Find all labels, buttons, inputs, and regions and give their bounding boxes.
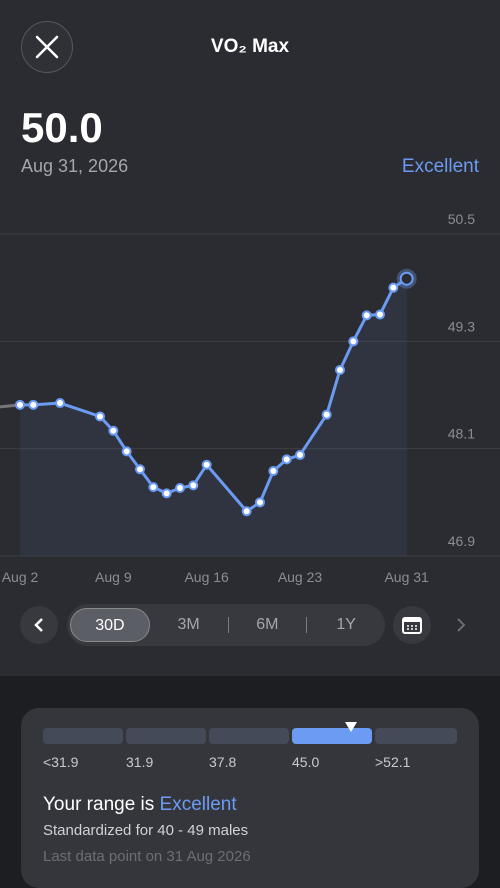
range-heading: Your range is Excellent [43, 794, 237, 816]
range-prefix: Your range is [43, 794, 155, 815]
point [281, 454, 292, 465]
x-tick-label: Aug 9 [95, 569, 132, 585]
range-segment [375, 728, 457, 744]
range-label: <31.9 [43, 754, 79, 770]
range-label: 45.0 [292, 754, 320, 770]
title: VO₂ Max [210, 36, 290, 57]
range-label: >52.1 [375, 754, 411, 770]
top-panel [0, 0, 500, 676]
x-tick-label: Aug 2 [2, 569, 39, 585]
x-tick-label: Aug 16 [184, 569, 229, 585]
last-data: Last data point on 31 Aug 2026 [43, 848, 251, 865]
point [241, 506, 252, 517]
tab-divider [227, 617, 229, 633]
range-tab[interactable]: 3M [177, 616, 200, 633]
calendar-icon [402, 617, 422, 634]
close-button[interactable] [21, 21, 73, 73]
point [28, 399, 39, 410]
range-segment [292, 728, 372, 744]
prev-button[interactable] [20, 606, 58, 644]
point [161, 488, 172, 499]
current-value: 50.0 [21, 104, 103, 151]
range-segment [43, 728, 123, 744]
chart: 50.5 49.3 48.1 46.9 Aug 2 Aug 9 Aug 16 Aug 23 Au… [0, 211, 500, 585]
current-point [399, 271, 414, 286]
point [108, 425, 119, 436]
point [15, 399, 25, 410]
point [375, 309, 385, 320]
point [361, 310, 372, 321]
point [188, 480, 199, 491]
point [95, 411, 105, 422]
point [121, 446, 132, 457]
y-tick-label: 48.1 [448, 426, 475, 442]
y-tick-label: 46.9 [448, 533, 475, 549]
area [20, 278, 407, 556]
range-label: 31.9 [126, 754, 154, 770]
next-button[interactable] [442, 606, 480, 644]
rating: Excellent [401, 156, 479, 177]
range-tabs: 30D 3M 6M 1Y [67, 604, 385, 646]
point [335, 364, 345, 375]
prev-icon [34, 618, 43, 632]
calendar-button[interactable] [393, 606, 431, 644]
range-marker [345, 722, 357, 732]
y-tick-label: 49.3 [448, 318, 475, 334]
point [388, 282, 399, 293]
x-tick-label: Aug 31 [384, 569, 429, 585]
next-icon [457, 618, 466, 632]
range-rating: Excellent [159, 794, 237, 815]
point [175, 483, 185, 494]
point [321, 409, 332, 420]
tab-divider [306, 617, 308, 633]
point [135, 464, 145, 475]
y-tick-label: 50.5 [448, 211, 475, 227]
range-segment [209, 728, 289, 744]
range-note: Standardized for 40 - 49 males [43, 822, 249, 839]
point [348, 336, 359, 347]
range-segment [126, 728, 206, 744]
point [255, 497, 265, 508]
point [295, 449, 305, 460]
point [148, 482, 159, 493]
current-date: Aug 31, 2026 [21, 156, 129, 176]
close-icon [35, 35, 59, 59]
x-tick-label: Aug 23 [278, 569, 323, 585]
range-tab[interactable]: 1Y [336, 616, 356, 633]
range-tab[interactable]: 6M [256, 616, 279, 633]
range-label: 37.8 [209, 754, 237, 770]
point [55, 398, 65, 409]
range-tab[interactable]: 30D [70, 608, 150, 642]
range-card: Your range is Excellent Standardized for… [21, 708, 479, 888]
point [268, 466, 279, 477]
point [201, 459, 212, 470]
